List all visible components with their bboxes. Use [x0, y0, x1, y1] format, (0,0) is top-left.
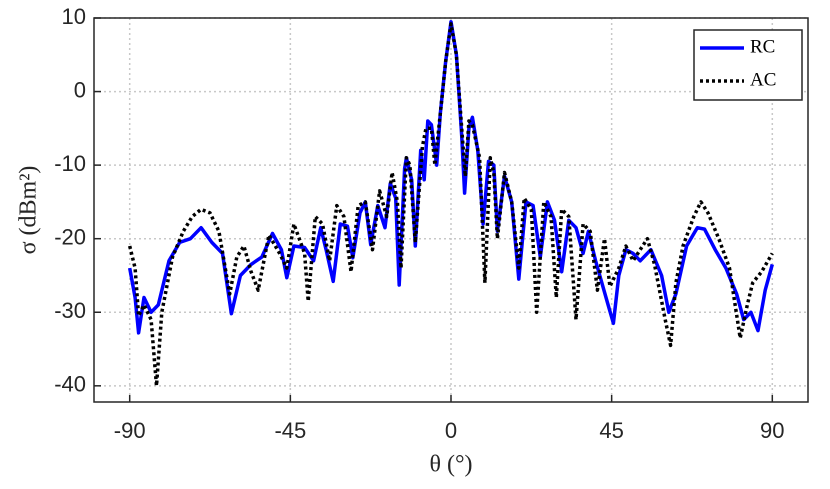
legend-label: AC	[750, 69, 776, 90]
legend-label: RC	[750, 36, 775, 57]
legend-box	[693, 29, 803, 101]
x-tick-label: -90	[114, 418, 146, 443]
y-tick-label: -10	[54, 151, 86, 176]
y-tick-label: -40	[54, 372, 86, 397]
x-tick-label: 90	[760, 418, 784, 443]
axes-box	[93, 17, 809, 403]
x-axis-label: θ (°)	[429, 452, 472, 478]
x-tick-label: 0	[445, 418, 457, 443]
y-tick-label: -30	[54, 298, 86, 323]
series-line	[128, 22, 774, 388]
y-tick-label: 0	[74, 77, 86, 102]
y-tick-label: -20	[54, 225, 86, 250]
y-axis-label: σ (dBm²)	[16, 166, 42, 255]
x-tick-label: 45	[599, 418, 623, 443]
y-tick-label: 10	[62, 4, 86, 29]
x-tick-label: -45	[274, 418, 306, 443]
